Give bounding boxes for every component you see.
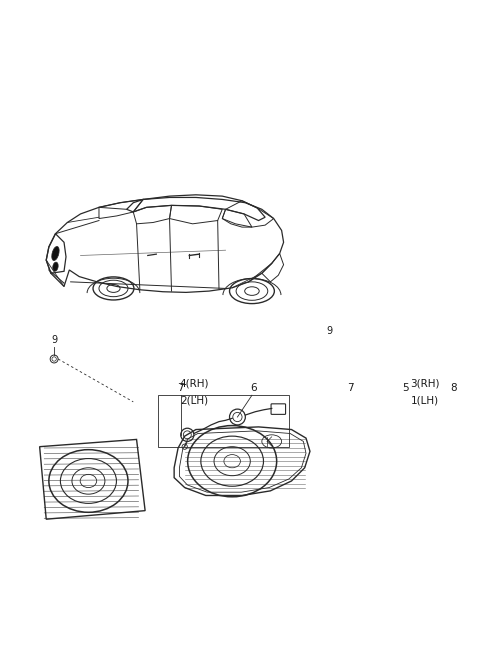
Text: 1(LH): 1(LH) (411, 396, 439, 405)
Text: 9: 9 (327, 326, 333, 336)
Text: 6: 6 (251, 383, 257, 394)
Text: 8: 8 (450, 383, 457, 394)
Text: 9: 9 (51, 335, 57, 345)
Bar (330, 396, 462, 449)
Text: 7: 7 (348, 383, 354, 394)
Text: 5: 5 (402, 383, 409, 394)
Ellipse shape (52, 247, 59, 260)
Text: 4(RH): 4(RH) (180, 379, 209, 388)
Text: 7: 7 (178, 383, 184, 394)
Bar (158, 396, 289, 447)
Text: 3(RH): 3(RH) (410, 379, 440, 388)
Text: 2(LH): 2(LH) (180, 396, 209, 405)
Ellipse shape (53, 262, 58, 271)
